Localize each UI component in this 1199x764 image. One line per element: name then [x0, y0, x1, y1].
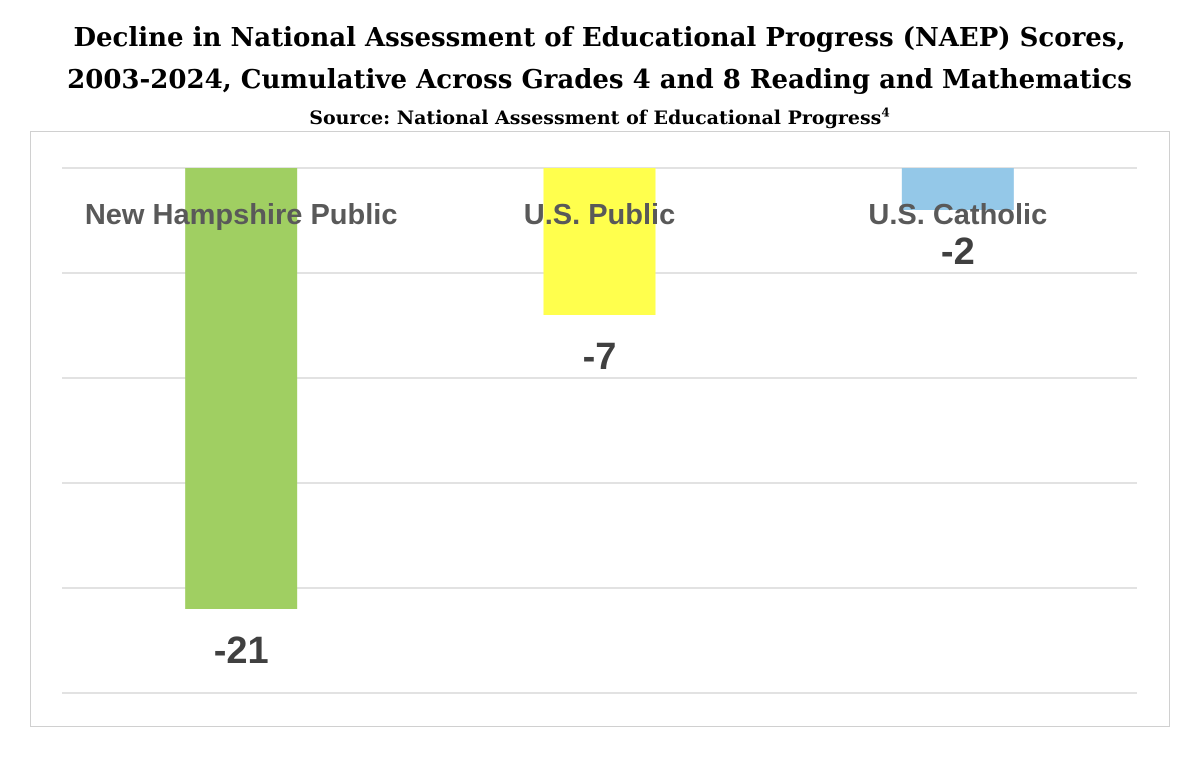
data-label: -7: [583, 336, 617, 378]
chart-title-line-2: 2003-2024, Cumulative Across Grades 4 an…: [67, 65, 1132, 95]
chart-subtitle: Source: National Assessment of Education…: [0, 106, 1199, 130]
category-label: New Hampshire Public: [85, 199, 398, 231]
category-label: U.S. Catholic: [868, 199, 1047, 231]
chart-title-line-1: Decline in National Assessment of Educat…: [73, 23, 1126, 53]
bar: [185, 168, 298, 609]
chart-subtitle-footnote: 4: [881, 105, 890, 120]
bar: [901, 168, 1014, 210]
category-label: U.S. Public: [524, 199, 675, 231]
bar: [543, 168, 656, 315]
chart-subtitle-text: Source: National Assessment of Education…: [309, 107, 882, 129]
data-label: -2: [941, 231, 975, 273]
data-label: -21: [214, 630, 269, 672]
